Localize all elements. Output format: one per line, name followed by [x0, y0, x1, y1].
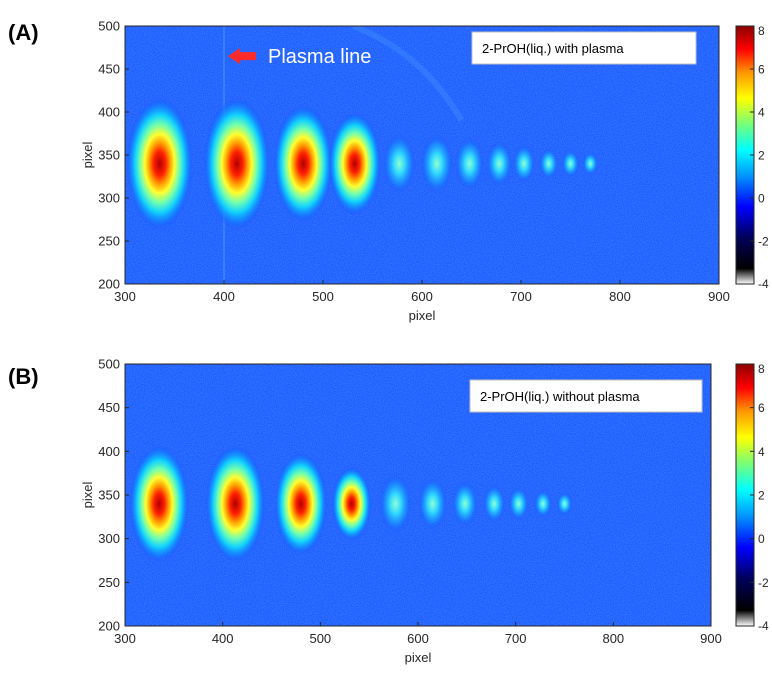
y-tick-label: 500 [98, 19, 120, 34]
y-tick-label: 400 [98, 105, 120, 120]
data-spot [126, 98, 193, 230]
legend-text: 2-PrOH(liq.) with plasma [482, 41, 624, 56]
colorbar-tick-label: 0 [758, 532, 765, 546]
colorbar-tick-label: 4 [758, 445, 765, 459]
data-spot [418, 477, 448, 530]
y-tick-label: 300 [98, 531, 120, 546]
y-tick-label: 450 [98, 62, 120, 77]
data-spot [328, 112, 382, 215]
x-tick-label: 300 [114, 289, 136, 304]
y-tick-label: 500 [98, 357, 120, 372]
colorbar-tick-label: 8 [758, 24, 765, 38]
x-tick-label: 900 [700, 631, 722, 646]
y-tick-label: 400 [98, 444, 120, 459]
x-axis-label: pixel [405, 650, 432, 665]
legend-text: 2-PrOH(liq.) without plasma [480, 389, 640, 404]
x-tick-label: 700 [510, 289, 532, 304]
colorbar-tick-label: -4 [758, 619, 769, 633]
colorbar-tick-label: 4 [758, 106, 765, 120]
data-spot [582, 152, 598, 176]
x-tick-label: 600 [407, 631, 429, 646]
annotation-arrow-icon [228, 48, 256, 65]
x-tick-label: 500 [312, 289, 334, 304]
data-spot [452, 481, 478, 527]
data-spot [483, 484, 506, 523]
data-spot [512, 144, 536, 183]
colorbar-tick-label: 2 [758, 149, 765, 163]
data-spot [455, 137, 485, 190]
legend-box [471, 31, 697, 65]
colorbar-tick-label: 2 [758, 489, 765, 503]
data-spot [561, 149, 580, 178]
panel-a: (A) 300 400 500 600 700 800 900 200 250 300 350 400 4… [8, 19, 769, 324]
data-spot [420, 134, 454, 194]
data-spot [331, 466, 372, 541]
x-tick-label: 400 [212, 631, 234, 646]
x-tick-label: 800 [609, 289, 631, 304]
annotation-label: Plasma line [268, 46, 371, 68]
y-tick-label: 350 [98, 148, 120, 163]
x-tick-label: 300 [114, 631, 136, 646]
data-spot [274, 452, 328, 555]
y-tick-label: 250 [98, 575, 120, 590]
y-axis-label: pixel [80, 482, 95, 509]
x-axis-label: pixel [409, 308, 436, 323]
x-tick-label: 500 [309, 631, 331, 646]
x-tick-label: 600 [411, 289, 433, 304]
colorbar-tick-label: -2 [758, 576, 769, 590]
data-spot [508, 487, 529, 521]
panel-label: (A) [8, 20, 39, 45]
data-spot [205, 445, 266, 563]
data-spot [539, 148, 559, 179]
y-axis-label: pixel [80, 142, 95, 169]
y-tick-label: 200 [98, 277, 120, 292]
panel-label: (B) [8, 364, 39, 389]
y-tick-label: 450 [98, 400, 120, 415]
colorbar-tick-label: -4 [758, 277, 769, 291]
legend-box [469, 379, 703, 413]
y-tick-label: 300 [98, 191, 120, 206]
panel-b: (B) 300 400 500 600 700 800 900 200 250 300 350 400 4… [8, 357, 769, 666]
colorbar-tick-label: 6 [758, 401, 765, 415]
plot-area [125, 364, 711, 626]
data-spot [556, 492, 573, 516]
data-spot [486, 141, 513, 187]
data-spot [273, 105, 334, 222]
colorbar-tick-label: 6 [758, 63, 765, 77]
y-tick-label: 350 [98, 488, 120, 503]
x-tick-label: 700 [505, 631, 527, 646]
y-tick-label: 200 [98, 619, 120, 634]
data-spot [203, 98, 271, 230]
data-spot [129, 445, 189, 563]
faint-trace [351, 26, 465, 123]
colorbar-tick-label: 8 [758, 362, 765, 376]
data-spot [534, 489, 552, 518]
colorbar-tick-label: 0 [758, 192, 765, 206]
data-spot [383, 134, 416, 194]
colorbar-tick-label: -2 [758, 235, 769, 249]
y-tick-label: 250 [98, 234, 120, 249]
plot-area [125, 26, 719, 284]
x-tick-label: 800 [602, 631, 624, 646]
x-tick-label: 900 [708, 289, 730, 304]
data-spot [379, 474, 412, 534]
x-tick-label: 400 [213, 289, 235, 304]
